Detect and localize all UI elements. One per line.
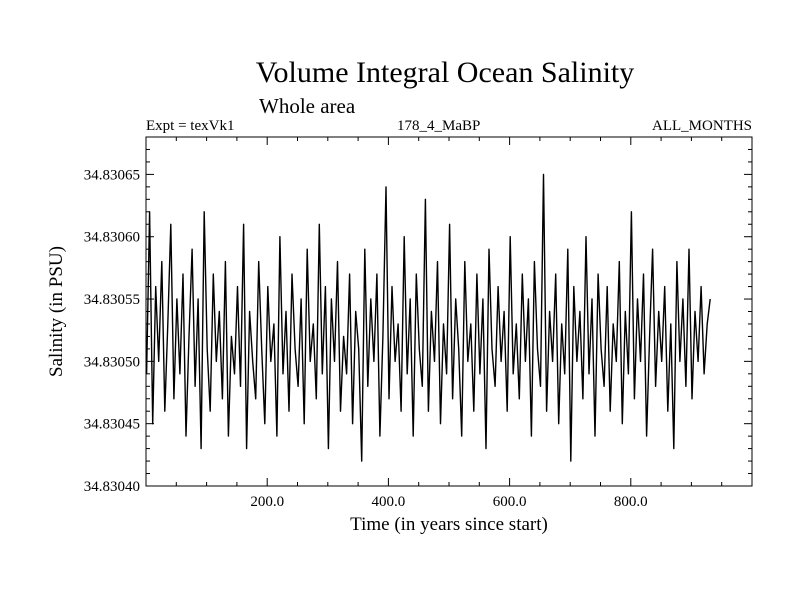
x-axis-label: Time (in years since start) [350,514,548,535]
chart-subtitle: Whole area [259,94,356,118]
experiment-label: Expt = texVk1 [146,118,235,134]
y-axis-label: Salinity (in PSU) [46,246,67,377]
y-tick-label: 34.83065 [84,167,140,183]
x-tick-label: 200.0 [250,494,284,510]
chart-title: Volume Integral Ocean Salinity [255,56,635,89]
period-label: ALL_MONTHS [652,118,752,134]
x-tick-label: 800.0 [614,494,648,510]
y-tick-label: 34.83040 [84,479,140,495]
x-tick-label: 400.0 [372,494,406,510]
series-line-salinity [145,173,711,462]
y-tick-label: 34.83055 [84,292,140,308]
run-label: 178_4_MaBP [397,118,481,134]
y-tick-label: 34.83060 [84,230,140,246]
x-tick-label: 600.0 [493,494,527,510]
y-tick-label: 34.83045 [84,417,140,433]
y-tick-label: 34.83050 [84,354,140,370]
